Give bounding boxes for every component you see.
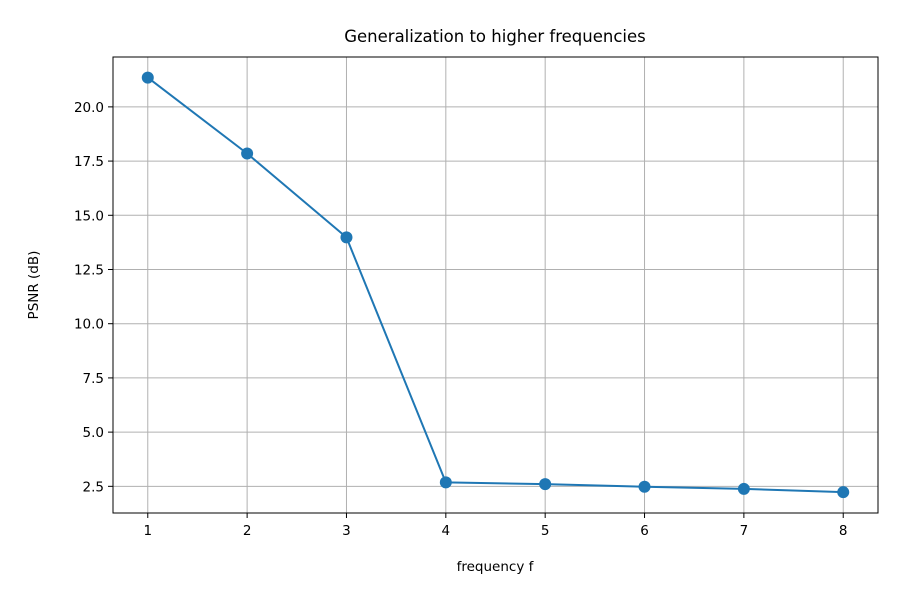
data-point bbox=[340, 231, 353, 244]
y-axis-ticks: 2.5 5.0 7.5 10.0 12.5 15.0 17.5 20.0 bbox=[74, 100, 113, 495]
data-point bbox=[141, 71, 154, 84]
x-tick-label: 8 bbox=[839, 523, 848, 539]
y-tick-label: 17.5 bbox=[74, 154, 104, 170]
chart-title: Generalization to higher frequencies bbox=[344, 27, 646, 46]
y-tick-label: 20.0 bbox=[74, 100, 104, 116]
series-layer bbox=[141, 71, 850, 499]
y-tick-label: 10.0 bbox=[74, 317, 104, 333]
x-tick-label: 6 bbox=[640, 523, 649, 539]
data-point bbox=[241, 147, 254, 160]
x-tick-label: 1 bbox=[143, 523, 152, 539]
x-axis-ticks: 1 2 3 4 5 6 7 8 bbox=[143, 513, 848, 539]
data-point bbox=[638, 480, 651, 493]
x-tick-label: 7 bbox=[740, 523, 749, 539]
x-tick-label: 4 bbox=[442, 523, 451, 539]
data-point bbox=[837, 486, 850, 499]
grid bbox=[113, 57, 878, 513]
y-tick-label: 15.0 bbox=[74, 208, 104, 224]
data-point bbox=[737, 482, 750, 495]
data-point bbox=[539, 478, 552, 491]
data-point bbox=[439, 476, 452, 489]
x-tick-label: 2 bbox=[243, 523, 252, 539]
x-axis-label: frequency f bbox=[457, 559, 535, 575]
y-axis-label: PSNR (dB) bbox=[26, 251, 42, 320]
y-tick-label: 2.5 bbox=[83, 479, 104, 495]
y-tick-label: 12.5 bbox=[74, 262, 104, 278]
x-tick-label: 5 bbox=[541, 523, 550, 539]
x-tick-label: 3 bbox=[342, 523, 351, 539]
plot-frame bbox=[112, 56, 879, 514]
series-line bbox=[147, 76, 844, 494]
y-tick-label: 7.5 bbox=[83, 371, 104, 387]
y-tick-label: 5.0 bbox=[83, 425, 104, 441]
